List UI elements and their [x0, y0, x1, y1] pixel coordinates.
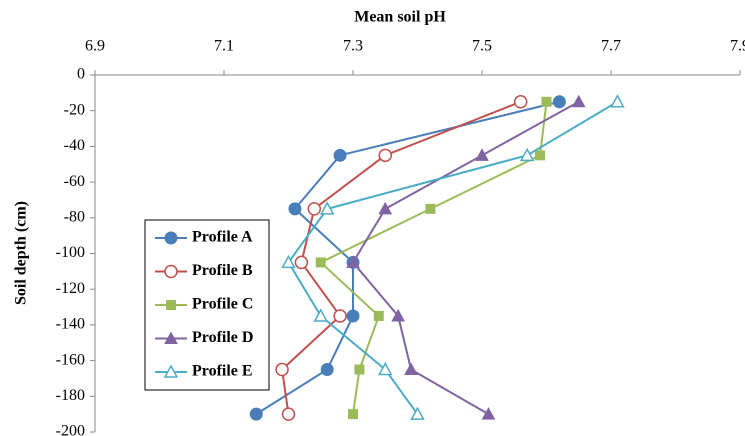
marker [307, 202, 322, 216]
chart-title: Mean soil pH [354, 9, 446, 26]
marker [294, 255, 309, 270]
marker [377, 361, 393, 376]
marker [346, 309, 360, 323]
y-tick-label: -60 [64, 173, 85, 190]
legend-label: Profile A [192, 229, 253, 246]
marker [378, 148, 392, 163]
legend-label: Profile B [192, 262, 253, 279]
marker [404, 362, 418, 376]
legend-label: Profile E [192, 363, 253, 380]
x-tick-label: 7.9 [730, 38, 745, 55]
marker [391, 308, 405, 322]
marker [410, 406, 425, 420]
x-tick-label: 7.7 [601, 38, 621, 55]
marker [313, 308, 329, 322]
y-tick-label: -40 [64, 137, 85, 154]
marker [346, 255, 360, 268]
marker [571, 94, 586, 108]
marker [425, 203, 436, 214]
series-line [287, 100, 618, 415]
marker [481, 407, 496, 420]
x-tick-label: 6.9 [85, 38, 105, 55]
marker [288, 202, 302, 216]
marker [315, 257, 326, 268]
x-tick-label: 7.5 [472, 38, 492, 55]
x-tick-label: 7.3 [343, 38, 363, 55]
marker [535, 150, 546, 161]
legend-label: Profile C [192, 296, 253, 313]
marker [249, 407, 263, 421]
y-axis-label: Soil depth (cm) [13, 201, 30, 305]
marker [610, 94, 625, 108]
y-tick-label: -100 [56, 244, 85, 261]
marker [333, 309, 347, 323]
marker [320, 363, 334, 377]
y-tick-label: -140 [56, 316, 85, 333]
marker [513, 95, 528, 109]
marker [163, 364, 179, 378]
marker [475, 148, 489, 161]
marker [333, 148, 347, 162]
marker [519, 147, 535, 162]
marker [354, 364, 365, 375]
y-tick-label: -120 [56, 280, 85, 297]
marker [348, 409, 358, 420]
marker [164, 231, 178, 245]
marker [281, 407, 296, 421]
x-tick-label: 7.1 [214, 38, 234, 55]
marker [319, 201, 335, 215]
y-tick-label: -160 [56, 351, 85, 368]
y-tick-label: -180 [56, 387, 85, 404]
marker [275, 362, 289, 377]
marker [164, 264, 178, 279]
y-tick-label: 0 [77, 66, 85, 83]
marker [541, 96, 552, 107]
y-tick-label: -80 [64, 208, 85, 225]
legend-label: Profile D [192, 329, 253, 346]
y-tick-label: -20 [64, 101, 85, 118]
marker [378, 201, 393, 215]
marker [281, 254, 296, 269]
marker [166, 300, 176, 310]
marker [373, 310, 384, 321]
y-tick-label: -200 [56, 423, 85, 436]
legend: Profile A Profile B Profile C Profile D Prof… [144, 219, 270, 391]
marker [164, 331, 178, 344]
marker [552, 95, 566, 109]
